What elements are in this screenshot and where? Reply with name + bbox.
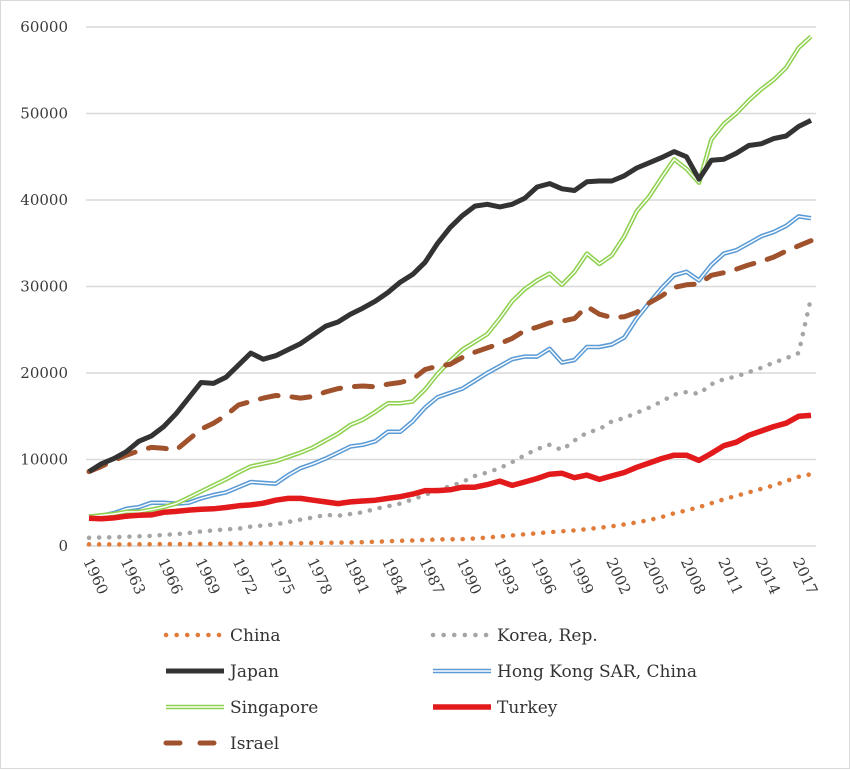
- series-line: [87, 118, 813, 474]
- y-tick-label: 40000: [20, 191, 68, 209]
- series-line: [88, 35, 812, 518]
- y-axis-ticks: 0 10000 20000 30000 40000 50000 60000: [20, 18, 68, 555]
- legend: China Korea, Rep. Japan Hong Kong SAR, Chin…: [163, 626, 697, 754]
- x-axis-ticks: 1960 1963 1966 1969 1972 1975 1978 1981 1984 1987…: [79, 555, 821, 597]
- x-tick-label: 1993: [490, 555, 522, 597]
- series-china: [86, 471, 814, 547]
- series-korea-rep: [86, 295, 814, 541]
- x-tick-label: 1966: [154, 555, 186, 597]
- x-tick-label: 1996: [528, 555, 560, 597]
- x-tick-label: 1960: [79, 555, 111, 597]
- gridlines: [86, 26, 816, 547]
- legend-label: Korea, Rep.: [497, 626, 598, 646]
- x-tick-label: 1969: [191, 555, 223, 597]
- legend-label: Israel: [230, 734, 279, 754]
- legend-label: China: [230, 626, 280, 646]
- series-israel: [86, 238, 814, 475]
- x-tick-label: 1975: [266, 555, 298, 597]
- x-tick-label: 1987: [415, 555, 447, 597]
- x-tick-label: 1981: [341, 555, 373, 597]
- y-tick-label: 50000: [20, 105, 68, 123]
- x-tick-label: 2002: [602, 555, 634, 597]
- series-line: [86, 238, 814, 475]
- x-tick-label: 2005: [640, 555, 672, 597]
- x-tick-label: 1963: [117, 555, 149, 597]
- legend-item: Japan: [166, 662, 279, 682]
- x-tick-label: 2008: [677, 555, 709, 597]
- series-line: [86, 471, 814, 547]
- y-tick-label: 10000: [20, 451, 68, 469]
- legend-item: Hong Kong SAR, China: [433, 662, 697, 682]
- y-tick-label: 60000: [20, 18, 68, 36]
- x-tick-label: 1999: [565, 555, 597, 597]
- series-lines: [86, 34, 814, 547]
- legend-item: China: [163, 626, 280, 646]
- legend-item: Israel: [163, 734, 279, 754]
- x-tick-label: 2017: [789, 555, 821, 597]
- series-singapore: [88, 34, 813, 519]
- series-hong-kong-sar-china: [88, 214, 812, 519]
- x-tick-label: 1990: [453, 555, 485, 597]
- legend-label: Turkey: [497, 698, 558, 718]
- y-tick-label: 30000: [20, 278, 68, 296]
- series-line: [86, 295, 814, 541]
- series-turkey: [88, 412, 812, 522]
- legend-item: Turkey: [433, 698, 558, 718]
- x-tick-label: 1978: [303, 555, 335, 597]
- legend-label: Hong Kong SAR, China: [497, 662, 697, 682]
- y-tick-label: 0: [58, 537, 68, 555]
- x-tick-label: 1984: [378, 555, 410, 597]
- x-tick-label: 1972: [229, 555, 261, 597]
- series-japan: [87, 118, 813, 474]
- series-line: [88, 412, 812, 522]
- legend-label: Singapore: [230, 698, 318, 718]
- legend-item: Singapore: [166, 698, 318, 718]
- legend-item: Korea, Rep.: [430, 626, 598, 646]
- x-tick-label: 2014: [752, 555, 784, 597]
- legend-label: Japan: [228, 662, 279, 682]
- y-tick-label: 20000: [20, 364, 68, 382]
- x-tick-label: 2011: [714, 555, 746, 597]
- series-line: [88, 215, 812, 518]
